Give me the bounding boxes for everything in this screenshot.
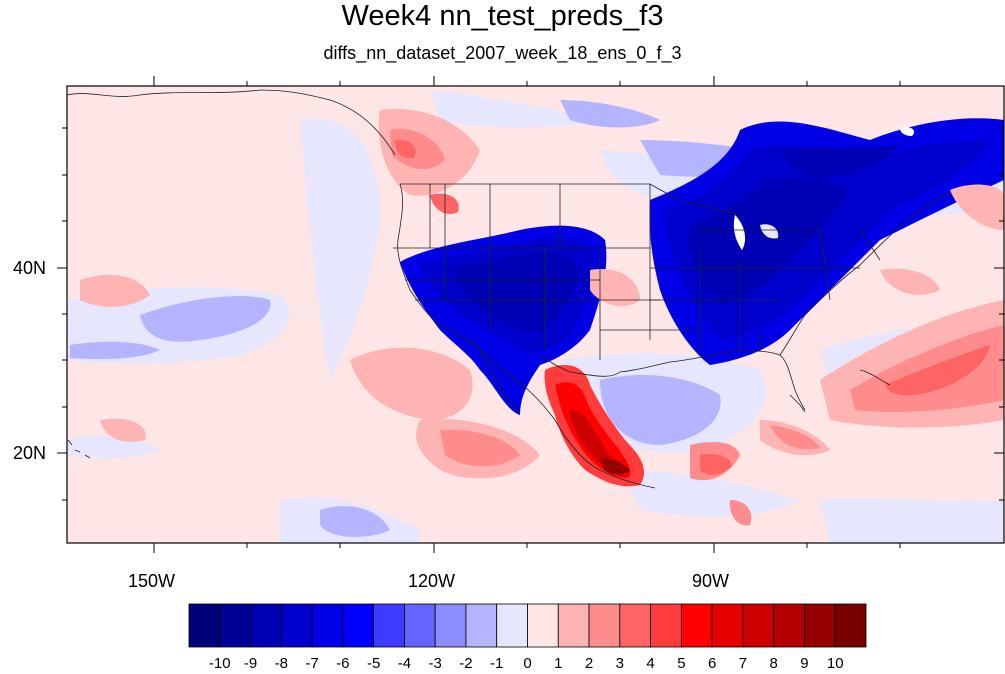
colorbar-tick-label: -5 [366,655,381,672]
colorbar-swatch [742,603,775,648]
colorbar-tick-label: -7 [305,655,319,672]
colorbar [188,603,867,648]
colorbar-tick-label: -8 [274,655,288,672]
colorbar-tick-label: 5 [677,655,686,672]
colorbar-swatch [434,603,467,648]
colorbar-tick-label: 2 [584,655,594,672]
colorbar-tick-label: 9 [800,655,809,672]
colorbar-tick-label: 4 [646,655,655,672]
colorbar-tick-label: -9 [243,655,258,672]
colorbar-tick-label: 1 [554,655,563,672]
lat-label-40n: 40N [13,258,47,278]
colorbar-swatch [711,603,744,648]
axis-ticks [57,76,1004,553]
colorbar-swatch [250,603,282,648]
lon-label-150w: 150W [128,571,176,591]
colorbar-swatch [188,603,221,648]
colorbar-tick-label: -3 [428,655,442,672]
colorbar-swatch [650,603,682,648]
colorbar-tick-label: 0 [523,655,532,672]
colorbar-swatch [804,603,836,648]
colorbar-swatch [496,603,528,648]
colorbar-swatch [588,603,621,648]
colorbar-swatch [373,603,405,648]
colorbar-tick-label: 3 [615,655,624,672]
colorbar-tick-label: -10 [208,655,231,672]
colorbar-tick-label: 7 [738,655,748,672]
colorbar-tick-label: -2 [459,655,473,672]
colorbar-swatch [680,603,713,648]
colorbar-swatch [527,603,559,648]
colorbar-tick-label: -4 [397,655,412,672]
colorbar-tick-label: 6 [707,655,717,672]
colorbar-tick-label: 8 [769,655,778,672]
colorbar-swatch [834,603,867,648]
colorbar-tick-label: -1 [490,655,504,672]
colorbar-swatch [404,603,436,648]
lon-label-90w: 90W [692,571,730,591]
map-subtitle: diffs_nn_dataset_2007_week_18_ens_0_f_3 [323,43,682,63]
colorbar-swatch [619,603,651,648]
lat-label-20n: 20N [13,443,47,463]
colorbar-tick-label: -6 [336,655,350,672]
colorbar-swatch [342,603,375,648]
colorbar-swatch [219,603,251,648]
lon-label-120w: 120W [408,571,456,591]
colorbar-swatch [311,603,344,648]
colorbar-tick-label: 10 [826,655,844,672]
colorbar-swatch [465,603,498,648]
boundaries [67,89,951,489]
colorbar-swatch [773,603,805,648]
colorbar-swatch [557,603,590,648]
map-title: Week4 nn_test_preds_f3 [341,0,664,32]
anomaly-field [67,86,1004,543]
colorbar-swatch [280,603,313,648]
